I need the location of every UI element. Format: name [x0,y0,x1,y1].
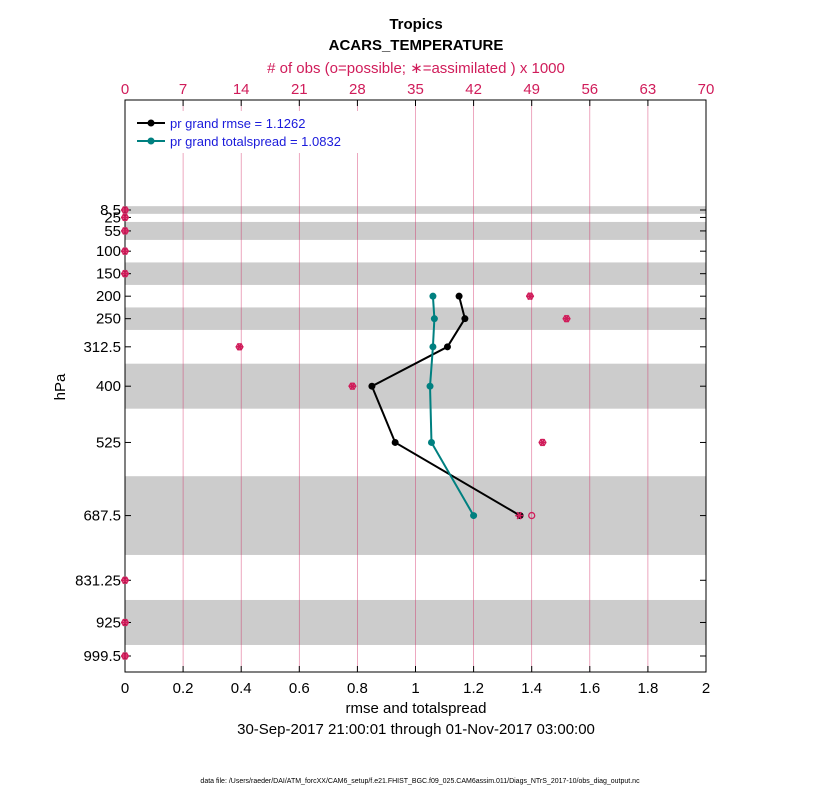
series-point-totalspread-2 [429,343,437,351]
obs-assimilated-9 [538,438,547,447]
obs-assimilated-4 [121,269,129,278]
series-point-totalspread-4 [427,438,435,446]
series-point-rmse-0 [455,292,463,300]
top-tick-label-10: 70 [698,81,715,98]
obs-assimilated-8 [348,382,357,391]
top-tick-label-1: 7 [179,81,187,98]
series-line-totalspread [429,296,475,517]
obs-assimilated-7 [235,342,244,351]
x-tick-label-0: 0 [121,680,129,697]
series-point-rmse-1 [461,315,469,323]
x-tick-label-6: 1.2 [463,680,484,697]
y-tick-label-3: 100 [96,243,121,260]
top-tick-label-4: 28 [349,81,366,98]
obs-assimilated-0 [121,206,129,214]
legend-rmse-label: pr grand rmse = 1.1262 [170,116,306,131]
series-point-totalspread-5 [470,512,478,520]
x-tick-label-5: 1 [411,680,419,697]
data-file-footnote: data file: /Users/raeder/DAI/ATM_forcXX/… [200,778,640,785]
obs-assimilated-11 [121,576,129,585]
obs-assimilated-6 [562,314,571,323]
date-range: 30-Sep-2017 21:00:01 through 01-Nov-2017… [237,721,595,738]
axes: 0 0.2 0.4 0.6 0.8 1 1.2 1.4 1.6 1.8 2 0 7 14 21 28 35 42 4… [75,81,714,697]
top-tick-label-8: 56 [581,81,598,98]
obs-assimilated-12 [121,618,129,627]
chart-title: Tropics [389,16,442,33]
top-tick-label-3: 21 [291,81,308,98]
y-tick-label-13: 999.5 [83,648,121,665]
y-tick-label-10: 687.5 [83,508,121,525]
y-tick-label-4: 150 [96,266,121,283]
series-point-totalspread-0 [429,292,437,300]
obs-assimilated-10 [515,511,524,520]
x-tick-label-4: 0.8 [347,680,368,697]
legend: pr grand rmse = 1.1262 pr grand totalspr… [133,111,365,153]
series-point-totalspread-1 [430,315,438,323]
x-tick-label-10: 2 [702,680,710,697]
series-point-rmse-4 [391,438,399,446]
x-tick-label-9: 1.8 [637,680,658,697]
x-tick-label-8: 1.6 [579,680,600,697]
obs-assimilated-2 [121,227,129,235]
y-tick-label-7: 312.5 [83,339,121,356]
legend-spread-marker [147,137,155,145]
series-point-rmse-2 [443,343,451,351]
top-axis-label: # of obs (o=possible; ∗=assimilated ) x … [267,60,565,77]
x-tick-label-7: 1.4 [521,680,542,697]
y-tick-label-5: 200 [96,288,121,305]
y-axis-label: hPa [52,373,69,400]
y-tick-label-8: 400 [96,378,121,395]
chart-subtitle: ACARS_TEMPERATURE [329,37,504,54]
x-tick-label-3: 0.6 [289,680,310,697]
top-tick-label-7: 49 [523,81,540,98]
y-tick-label-12: 925 [96,614,121,631]
series-point-rmse-3 [368,382,376,390]
top-tick-label-5: 35 [407,81,424,98]
top-tick-label-0: 0 [121,81,129,98]
series-point-totalspread-3 [426,382,434,390]
y-tick-label-9: 525 [96,434,121,451]
obs-assimilated-13 [121,652,129,660]
y-tick-label-0: 8.5 [100,202,121,219]
top-tick-label-2: 14 [233,81,250,98]
legend-spread-label: pr grand totalspread = 1.0832 [170,134,341,149]
x-axis-label: rmse and totalspread [346,700,487,717]
obs-possible-10 [528,511,536,520]
obs-assimilated-3 [121,247,129,256]
obs-markers [121,206,571,660]
y-tick-label-6: 250 [96,311,121,328]
y-tick-label-2: 55 [104,223,121,240]
obs-assimilated-5 [526,292,535,301]
x-tick-label-2: 0.4 [231,680,252,697]
top-tick-label-6: 42 [465,81,482,98]
legend-rmse-marker [147,119,155,127]
y-tick-label-11: 831.25 [75,572,121,589]
x-tick-label-1: 0.2 [173,680,194,697]
legend-box [133,111,365,153]
obs-assimilated-1 [121,213,129,222]
series [368,292,524,520]
series-line-rmse [370,295,521,517]
y-tick-label-1: 25 [104,209,121,226]
top-tick-label-9: 63 [640,81,657,98]
